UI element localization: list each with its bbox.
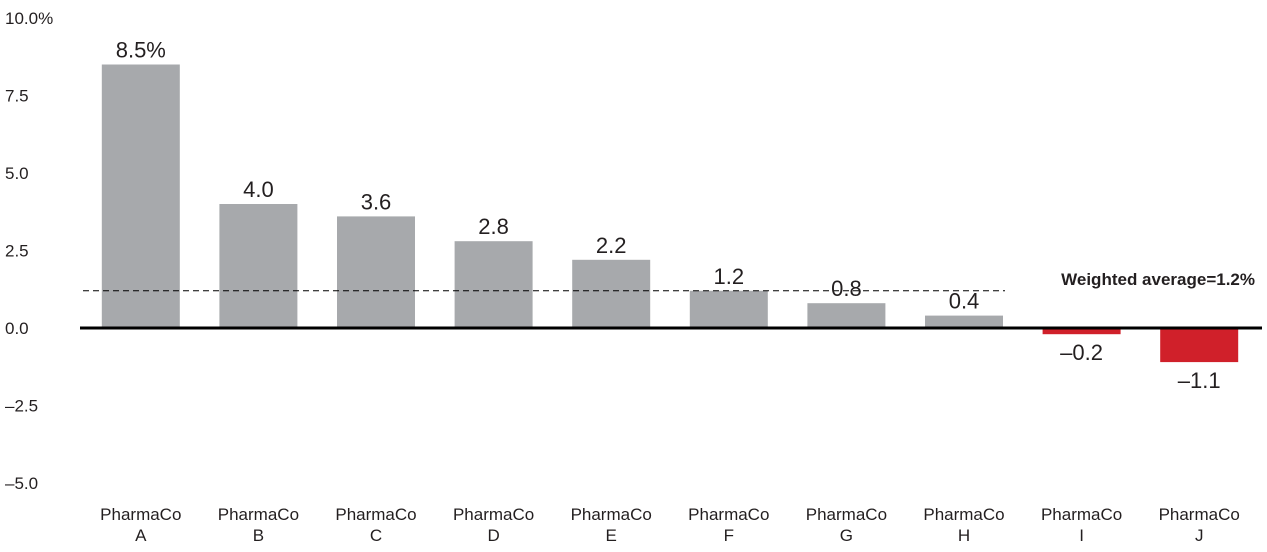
y-tick-label: 10.0%: [5, 9, 53, 28]
data-label: 2.2: [596, 233, 627, 258]
bar: [807, 303, 886, 328]
data-label: 2.8: [478, 214, 509, 239]
weighted-average-label: Weighted average=1.2%: [1061, 270, 1255, 289]
bar: [219, 204, 298, 328]
data-label: 3.6: [361, 189, 392, 214]
y-axis: 10.0% 7.5 5.0 2.5 0.0 –2.5 –5.0: [5, 9, 53, 493]
x-tick-label: H: [958, 526, 970, 545]
bar: [1042, 328, 1121, 335]
data-label: –1.1: [1178, 368, 1221, 393]
bar: [1160, 328, 1239, 363]
x-tick-label: A: [135, 526, 147, 545]
data-label: 0.8: [831, 276, 862, 301]
bars: [101, 64, 1239, 363]
x-tick-label: PharmaCo: [100, 505, 181, 524]
value-labels: 8.5% 4.0 3.6 2.8 2.2 1.2 0.8 0.4 –0.2 –1.1: [116, 38, 1221, 394]
x-tick-label: E: [606, 526, 617, 545]
y-tick-label: –5.0: [5, 474, 38, 493]
x-tick-label: B: [253, 526, 264, 545]
bar: [454, 241, 533, 328]
data-label: 8.5%: [116, 38, 166, 63]
x-tick-label: C: [370, 526, 382, 545]
bar: [689, 290, 768, 328]
y-tick-label: 0.0: [5, 319, 29, 338]
weighted-average: Weighted average=1.2%: [83, 270, 1255, 292]
x-tick-label: I: [1079, 526, 1084, 545]
x-tick-label: F: [724, 526, 734, 545]
y-tick-label: –2.5: [5, 397, 38, 416]
y-tick-label: 5.0: [5, 164, 29, 183]
x-tick-label: PharmaCo: [1041, 505, 1122, 524]
y-tick-label: 7.5: [5, 87, 29, 106]
data-label: 1.2: [714, 264, 745, 289]
y-tick-label: 2.5: [5, 242, 29, 261]
x-tick-label: PharmaCo: [806, 505, 887, 524]
data-label: 4.0: [243, 177, 274, 202]
x-tick-label: PharmaCo: [335, 505, 416, 524]
x-tick-label: PharmaCo: [1159, 505, 1240, 524]
x-tick-label: PharmaCo: [453, 505, 534, 524]
data-label: –0.2: [1060, 340, 1103, 365]
x-axis: PharmaCo A PharmaCo B PharmaCo C PharmaCo D Phar…: [100, 505, 1240, 545]
bar: [101, 64, 180, 328]
bar: [572, 259, 651, 328]
bar: [337, 216, 415, 328]
x-tick-label: PharmaCo: [218, 505, 299, 524]
x-tick-label: D: [487, 526, 499, 545]
x-tick-label: PharmaCo: [571, 505, 652, 524]
data-label: 0.4: [949, 289, 980, 314]
x-tick-label: G: [840, 526, 853, 545]
bar: [925, 315, 1003, 328]
x-tick-label: J: [1195, 526, 1204, 545]
x-tick-label: PharmaCo: [688, 505, 769, 524]
x-tick-label: PharmaCo: [923, 505, 1004, 524]
